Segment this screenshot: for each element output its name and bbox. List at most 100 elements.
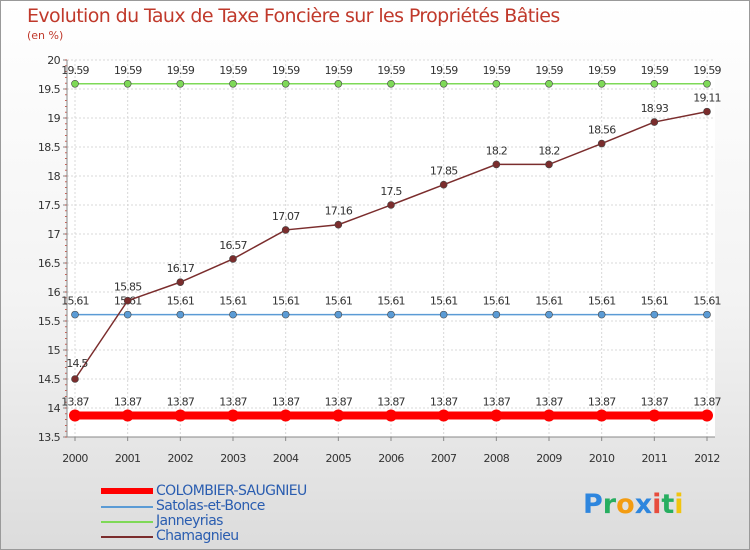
series-chamagnieu: 14.5 15.85 16.17 16.57 17.07 17.16 17.5 17.85 18… — [66, 92, 722, 383]
data-point — [650, 79, 659, 88]
data-point — [176, 310, 185, 319]
data-label: 19.59 — [430, 64, 458, 77]
data-point — [229, 255, 237, 263]
x-tick-label: 2005 — [326, 452, 352, 465]
data-point — [492, 160, 501, 169]
proxiti-logo: Proxiti — [583, 489, 684, 520]
data-label: 19.59 — [483, 64, 511, 77]
data-label: 15.61 — [641, 295, 669, 308]
y-tick-label: 20 — [47, 54, 60, 67]
data-point — [334, 79, 343, 88]
data-label: 14.5 — [66, 357, 88, 370]
data-label: 16.17 — [167, 262, 195, 275]
data-label: 17.85 — [430, 165, 458, 178]
y-tick-label: 17 — [47, 228, 60, 241]
data-label: 15.61 — [61, 295, 89, 308]
x-tick-label: 2010 — [589, 452, 615, 465]
data-label: 15.61 — [483, 295, 511, 308]
data-label: 13.87 — [641, 396, 669, 409]
y-tick-label: 18.5 — [38, 141, 61, 154]
x-tick-label: 2009 — [536, 452, 562, 465]
data-label: 18.93 — [641, 102, 669, 115]
data-label: 18.2 — [486, 144, 507, 157]
data-point — [545, 79, 553, 88]
data-label: 13.87 — [430, 396, 458, 409]
data-point — [71, 375, 79, 383]
data-point — [595, 409, 608, 422]
y-tick-label: 18 — [47, 170, 60, 183]
data-label: 13.87 — [693, 396, 721, 409]
data-label: 18.56 — [588, 124, 616, 137]
logo-letter: i — [674, 489, 684, 520]
data-point — [281, 79, 290, 88]
x-tick-label: 2011 — [642, 452, 668, 465]
y-tick-label: 14 — [47, 402, 60, 415]
y-tick-label: 15.5 — [38, 315, 61, 328]
data-label: 19.59 — [588, 64, 616, 77]
data-label: 17.5 — [380, 185, 402, 198]
y-tick-label: 19 — [47, 112, 60, 125]
data-point — [650, 310, 659, 319]
x-tick-label: 2002 — [168, 452, 194, 465]
legend-swatch — [101, 488, 153, 494]
data-label: 15.85 — [114, 281, 142, 294]
y-tick-label: 16.5 — [38, 257, 61, 270]
data-label: 13.87 — [535, 396, 563, 409]
y-tick-label: 17.5 — [38, 199, 61, 212]
data-label: 18.2 — [538, 144, 559, 157]
data-point — [492, 79, 501, 88]
series-janneyrias: 19.59 19.59 19.59 19.59 19.59 19.59 19.59 19.59… — [61, 64, 722, 88]
legend-label: COLOMBIER-SAUGNIEU — [156, 483, 307, 499]
x-tick-label: 2003 — [220, 452, 246, 465]
data-point — [332, 409, 345, 422]
data-label: 19.59 — [693, 64, 721, 77]
data-point — [227, 409, 239, 422]
data-label: 19.59 — [377, 64, 405, 77]
y-tick-label: 16 — [47, 286, 60, 299]
data-point — [229, 79, 237, 88]
data-point — [279, 409, 292, 422]
logo-letter: x — [634, 489, 653, 520]
data-label: 19.59 — [535, 64, 563, 77]
x-tick-label: 2007 — [431, 452, 457, 465]
data-point — [281, 310, 290, 319]
data-point — [121, 409, 134, 422]
x-tick-label: 2008 — [484, 452, 510, 465]
legend-swatch — [101, 521, 153, 523]
data-label: 13.87 — [325, 396, 353, 409]
data-point — [334, 220, 343, 229]
data-label: 19.59 — [114, 64, 142, 77]
logo-letter: i — [652, 489, 662, 520]
data-label: 13.87 — [588, 396, 616, 409]
data-label: 15.61 — [377, 295, 405, 308]
data-point — [385, 409, 397, 422]
data-label: 19.59 — [272, 64, 300, 77]
series-colombier-saugnieu: 13.87 13.87 13.87 13.87 13.87 13.87 13.87 13.87… — [61, 396, 722, 422]
data-label: 13.87 — [114, 396, 142, 409]
data-point — [439, 310, 448, 319]
data-label: 13.87 — [272, 396, 300, 409]
data-point — [123, 310, 132, 319]
data-label: 19.59 — [167, 64, 195, 77]
data-label: 15.61 — [167, 295, 195, 308]
logo-letter: o — [616, 489, 635, 520]
data-point — [703, 79, 711, 88]
chart-title: Evolution du Taux de Taxe Foncière sur l… — [27, 5, 560, 27]
data-label: 15.61 — [430, 295, 458, 308]
data-point — [281, 226, 290, 234]
data-point — [492, 310, 501, 319]
data-point — [650, 118, 659, 126]
data-point — [387, 79, 395, 88]
data-label: 19.59 — [219, 64, 247, 77]
data-label: 19.59 — [641, 64, 669, 77]
x-tick-label: 2001 — [115, 452, 141, 465]
data-label: 17.16 — [325, 205, 353, 218]
logo-letter: P — [583, 489, 603, 520]
data-point — [545, 310, 553, 319]
data-label: 19.11 — [693, 92, 721, 105]
data-point — [387, 201, 395, 209]
data-point — [545, 160, 553, 169]
data-point — [597, 310, 606, 319]
x-tick-label: 2000 — [62, 452, 88, 465]
